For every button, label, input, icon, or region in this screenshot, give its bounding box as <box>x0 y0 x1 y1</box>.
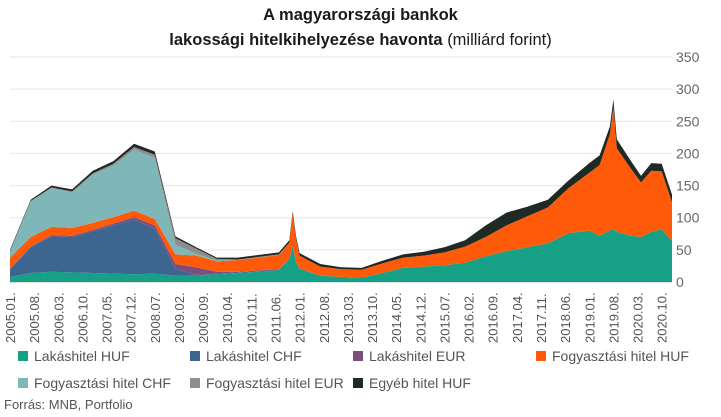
legend-swatch <box>190 351 200 361</box>
chart-title-line2: lakossági hitelkihelyezése havonta (mill… <box>0 31 721 50</box>
y-tick-label: 150 <box>676 178 700 194</box>
x-tick-label: 2018.06. <box>558 292 573 343</box>
x-tick-label: 2013.03. <box>341 292 356 343</box>
x-tick-label: 2006.03. <box>51 292 66 343</box>
x-tick-label: 2013.10. <box>365 292 380 343</box>
chart-title-line1: A magyarországi bankok <box>263 6 458 24</box>
series-area <box>10 229 672 282</box>
x-tick-label: 2011.06. <box>269 293 284 343</box>
y-tick-label: 350 <box>676 49 700 65</box>
series-area <box>10 107 672 278</box>
legend-item: Egyéb hitel HUF <box>353 375 471 391</box>
x-tick-label: 2006.10. <box>75 292 90 343</box>
x-tick-label: 2020.03. <box>631 292 646 343</box>
legend-label: Egyéb hitel HUF <box>369 375 471 391</box>
legend-item: Fogyasztási hitel HUF <box>536 348 689 364</box>
legend-swatch <box>353 351 363 361</box>
series-area <box>10 107 672 270</box>
legend-label: Lakáshitel EUR <box>369 348 466 364</box>
legend-label: Lakáshitel HUF <box>34 348 130 364</box>
legend-label: Fogyasztási hitel CHF <box>34 375 171 391</box>
x-tick-label: 2007.12. <box>124 292 139 343</box>
chart-title-bold: lakossági hitelkihelyezése havonta <box>169 31 443 49</box>
x-tick-label: 2008.07. <box>148 292 163 343</box>
x-tick-label: 2019.01. <box>582 292 597 343</box>
legend-swatch <box>18 351 28 361</box>
legend-item: Lakáshitel EUR <box>353 348 466 364</box>
legend-swatch <box>18 378 28 388</box>
legend-swatch <box>190 378 200 388</box>
series-area <box>10 219 672 278</box>
x-tick-label: 2020.10. <box>655 292 670 343</box>
legend-label: Lakáshitel CHF <box>206 348 302 364</box>
x-tick-label: 2017.11. <box>534 293 549 343</box>
legend-item: Fogyasztási hitel EUR <box>190 375 344 391</box>
x-tick-label: 2009.09. <box>196 292 211 343</box>
source-note: Forrás: MNB, Portfolio <box>4 397 133 412</box>
x-tick-label: 2007.05. <box>100 292 115 343</box>
legend-label: Fogyasztási hitel HUF <box>552 348 689 364</box>
legend-swatch <box>353 378 363 388</box>
x-tick-label: 2019.08. <box>606 292 621 343</box>
x-tick-label: 2016.02. <box>462 292 477 343</box>
x-tick-label: 2014.12. <box>413 292 428 343</box>
x-tick-label: 2017.04. <box>510 292 525 343</box>
y-tick-label: 50 <box>676 242 692 258</box>
legend-item: Fogyasztási hitel CHF <box>18 375 171 391</box>
x-tick-label: 2012.08. <box>317 292 332 343</box>
legend-item: Lakáshitel HUF <box>18 348 130 364</box>
x-tick-label: 2009.02. <box>172 292 187 343</box>
x-tick-label: 2012.01. <box>293 292 308 343</box>
y-tick-label: 100 <box>676 210 700 226</box>
legend-swatch <box>536 351 546 361</box>
legend-item: Lakáshitel CHF <box>190 348 302 364</box>
x-tick-label: 2014.05. <box>389 292 404 343</box>
x-tick-label: 2010.04. <box>220 292 235 343</box>
x-tick-label: 2005.01. <box>3 292 18 343</box>
x-tick-label: 2016.09. <box>486 292 501 343</box>
x-tick-label: 2015.07. <box>437 292 452 343</box>
y-tick-label: 0 <box>676 274 684 290</box>
stacked-area-chart: 0 50 100 150 200 250 300 350 2005.01. 2005.08. 200… <box>3 49 700 343</box>
y-tick-label: 250 <box>676 113 700 129</box>
x-tick-label: 2010.11. <box>244 293 259 343</box>
y-tick-label: 200 <box>676 145 700 161</box>
legend-label: Fogyasztási hitel EUR <box>206 375 344 391</box>
chart-title-unit: (milliárd forint) <box>447 31 552 49</box>
x-tick-label: 2005.08. <box>27 292 42 343</box>
y-tick-label: 300 <box>676 81 700 97</box>
